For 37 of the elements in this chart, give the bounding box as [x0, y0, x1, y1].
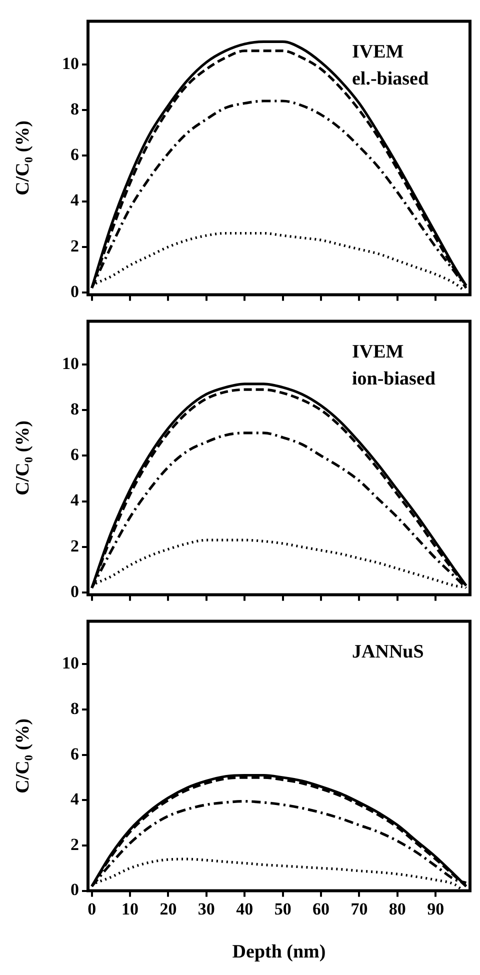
y-tick-label: 0 [70, 582, 79, 601]
y-tick-label: 6 [70, 744, 79, 764]
x-tick-label: 30 [198, 899, 215, 918]
y-tick-label: 2 [70, 536, 79, 556]
x-tick-label: 40 [236, 899, 254, 918]
x-tick-label: 60 [312, 899, 330, 918]
y-tick-label: 4 [70, 790, 80, 809]
y-tick-label: 0 [70, 880, 79, 900]
x-tick-label: 10 [122, 899, 139, 918]
y-tick-label: 8 [70, 100, 79, 119]
x-axis-title: Depth (nm) [232, 942, 326, 963]
y-tick-label: 8 [70, 400, 79, 419]
x-tick-label: 90 [427, 899, 444, 918]
y-tick-label: 10 [62, 654, 79, 673]
x-tick-label: 70 [350, 899, 368, 918]
y-axis-title: C/C₀ (%) [12, 120, 34, 196]
annotation: ion-biased [352, 368, 436, 390]
x-tick-label: 0 [88, 899, 96, 918]
annotation: JANNuS [352, 642, 424, 663]
y-tick-label: 4 [70, 490, 80, 510]
x-tick-label: 20 [160, 899, 177, 918]
y-tick-label: 10 [62, 54, 79, 73]
y-tick-label: 10 [62, 354, 79, 373]
y-tick-label: 0 [70, 282, 79, 301]
x-tick-label: 80 [388, 899, 406, 918]
y-tick-label: 8 [70, 698, 79, 718]
annotation: el.-biased [352, 68, 429, 90]
y-tick-label: 2 [70, 834, 79, 854]
y-axis-title: C/C₀ (%) [12, 718, 34, 794]
y-tick-label: 4 [70, 190, 80, 210]
x-tick-label: 50 [274, 899, 292, 918]
y-tick-label: 6 [70, 445, 79, 464]
annotation: IVEM [352, 342, 404, 363]
y-axis-title: C/C₀ (%) [12, 420, 34, 496]
y-tick-label: 6 [70, 145, 79, 164]
annotation: IVEM [352, 42, 404, 63]
y-tick-label: 2 [70, 236, 79, 256]
